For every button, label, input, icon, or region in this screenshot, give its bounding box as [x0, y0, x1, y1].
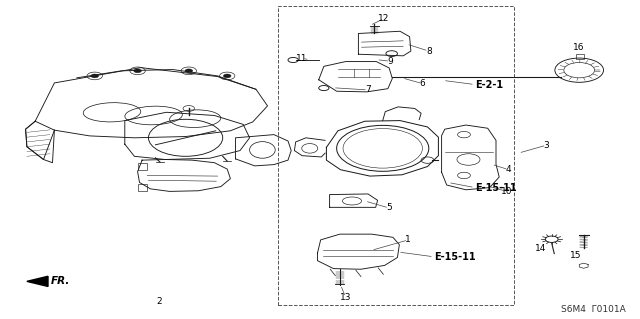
Text: 8: 8 — [426, 47, 431, 56]
Text: 10: 10 — [501, 187, 513, 196]
Text: 11: 11 — [296, 54, 308, 63]
Circle shape — [91, 74, 99, 78]
Text: S6M4  Γ0101A: S6M4 Γ0101A — [561, 305, 625, 314]
Text: 16: 16 — [573, 43, 584, 52]
Bar — [138, 184, 147, 191]
Circle shape — [185, 69, 193, 73]
Text: 12: 12 — [378, 14, 390, 23]
Text: 2: 2 — [156, 297, 161, 306]
Text: 5: 5 — [387, 204, 392, 212]
Text: 6: 6 — [420, 79, 425, 88]
Bar — [576, 54, 584, 59]
Text: E-2-1: E-2-1 — [475, 79, 503, 90]
Text: 14: 14 — [535, 244, 547, 253]
Text: 3: 3 — [544, 141, 549, 150]
Text: 7: 7 — [365, 85, 371, 94]
Text: 13: 13 — [340, 293, 351, 302]
Text: E-15-11: E-15-11 — [434, 252, 476, 262]
Text: 9: 9 — [388, 57, 393, 66]
Bar — [278, 6, 514, 305]
Circle shape — [134, 69, 141, 73]
Text: 4: 4 — [506, 165, 511, 174]
Text: 1: 1 — [406, 235, 411, 244]
Text: E-15-11: E-15-11 — [475, 182, 516, 193]
Polygon shape — [27, 276, 48, 286]
Text: FR.: FR. — [51, 276, 70, 286]
Bar — [138, 163, 147, 170]
Text: 15: 15 — [570, 251, 582, 260]
Circle shape — [223, 74, 231, 78]
